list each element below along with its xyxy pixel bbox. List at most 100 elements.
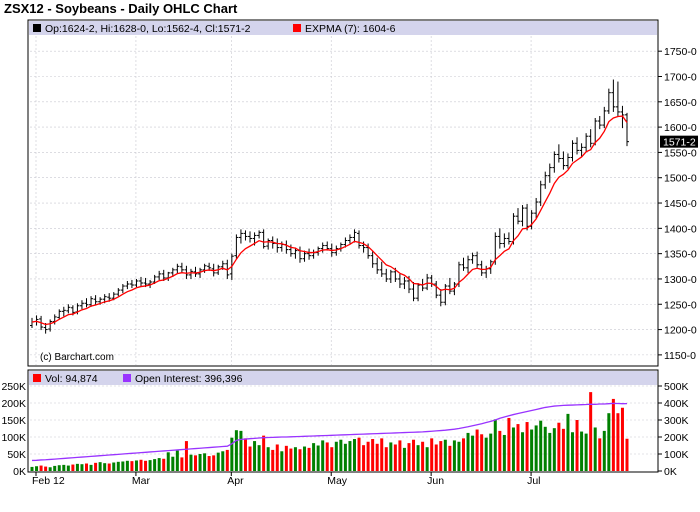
volume-bar [461, 438, 465, 471]
price-panel-header [29, 21, 657, 35]
volume-bar [339, 439, 343, 471]
volume-bar [62, 464, 66, 471]
volume-bar [166, 452, 170, 471]
volume-bar [348, 441, 352, 471]
volume-bar [416, 445, 420, 471]
vol-legend-marker [33, 374, 41, 382]
volume-bar [530, 429, 534, 471]
volume-bar [507, 417, 511, 471]
last-price-text: 1571-2 [663, 137, 696, 149]
volume-bar [94, 462, 98, 471]
volume-bar [398, 440, 402, 471]
ohlc-bar [261, 229, 266, 249]
ohlc-bar [157, 270, 162, 280]
ohlc-bar [556, 144, 561, 163]
volume-bar [44, 466, 48, 471]
ohlc-bar [266, 238, 271, 250]
volume-bar [602, 430, 606, 471]
volume-bar [471, 435, 475, 471]
ohlc-bar [479, 260, 484, 276]
volume-bar [53, 465, 57, 471]
volume-bar [457, 441, 461, 471]
volume-bar [98, 462, 102, 471]
volume-bar [625, 438, 629, 471]
volume-bar [248, 446, 252, 471]
volume-bar [134, 460, 138, 471]
ohlc-bar [238, 229, 243, 244]
ohlc-bar [602, 106, 607, 129]
volume-bar [80, 464, 84, 471]
volume-bar [184, 441, 188, 471]
oi-legend-marker [123, 374, 131, 382]
price-panel [27, 19, 659, 367]
ohlc-bar [515, 208, 520, 225]
ohlc-bar [320, 242, 325, 253]
volume-bar [384, 447, 388, 471]
x-tick-label: Mar [132, 475, 151, 487]
volume-bar [89, 464, 93, 471]
oi-tick-label: 200K [664, 432, 689, 444]
volume-bar [48, 467, 52, 471]
volume-bar [498, 430, 502, 471]
volume-bar [139, 459, 143, 471]
ohlc-bar [61, 306, 66, 317]
volume-tick-label: 100K [1, 432, 26, 444]
volume-bar [484, 437, 488, 471]
price-tick-label: 1700-0 [664, 71, 697, 83]
volume-bar [330, 447, 334, 471]
price-tick-label: 1600-0 [664, 122, 697, 134]
ohlc-bar [293, 247, 298, 259]
volume-bar [234, 430, 238, 471]
oi-tick-label: 0K [664, 466, 677, 478]
ohlc-bar [534, 197, 539, 219]
ohlc-bar [579, 143, 584, 157]
volume-bar [162, 458, 166, 471]
ohlc-bar [475, 251, 480, 268]
ohlc-bar [425, 273, 430, 291]
ohlc-bar [302, 250, 307, 262]
volume-bar [85, 463, 89, 471]
x-tick-label: Jun [427, 475, 444, 487]
ohlc-bar [48, 319, 53, 332]
volume-bar [35, 466, 39, 471]
ohlc-bar [411, 281, 416, 302]
volume-bar [157, 458, 161, 471]
volume-bar [480, 434, 484, 471]
volume-bar [144, 460, 148, 471]
oi-legend-text: Open Interest: 396,396 [135, 373, 243, 385]
ohlc-bar [79, 300, 84, 310]
volume-bar [307, 447, 311, 471]
price-tick-label: 1200-0 [664, 325, 697, 337]
ohlc-bar [379, 261, 384, 277]
volume-bar [71, 464, 75, 471]
volume-bar [475, 429, 479, 471]
volume-bar [575, 420, 579, 471]
volume-bar [194, 455, 198, 471]
volume-bar [566, 413, 570, 471]
volume-bar [620, 407, 624, 471]
volume-bar [516, 424, 520, 471]
volume-bar [175, 450, 179, 471]
volume-bar [66, 465, 70, 471]
ohlc-bar [134, 278, 139, 288]
volume-bar [448, 445, 452, 471]
ohlc-bar [416, 283, 421, 302]
volume-bar [607, 413, 611, 471]
volume-bar [321, 440, 325, 471]
x-tick-label: Feb 12 [32, 475, 65, 487]
ohlc-bar [139, 276, 144, 287]
volume-bar [275, 444, 279, 471]
ohlc-bar [615, 81, 620, 117]
ohlc-bar [397, 273, 402, 289]
volume-bar [262, 435, 266, 471]
volume-bar [257, 445, 261, 471]
ohlc-bar [402, 276, 407, 290]
volume-bar [239, 430, 243, 471]
price-tick-label: 1750-0 [664, 46, 697, 58]
volume-bar [534, 425, 538, 471]
volume-bar [421, 441, 425, 471]
ohlc-bar [347, 234, 352, 244]
volume-tick-label: 0K [13, 466, 26, 478]
volume-bar [539, 420, 543, 471]
